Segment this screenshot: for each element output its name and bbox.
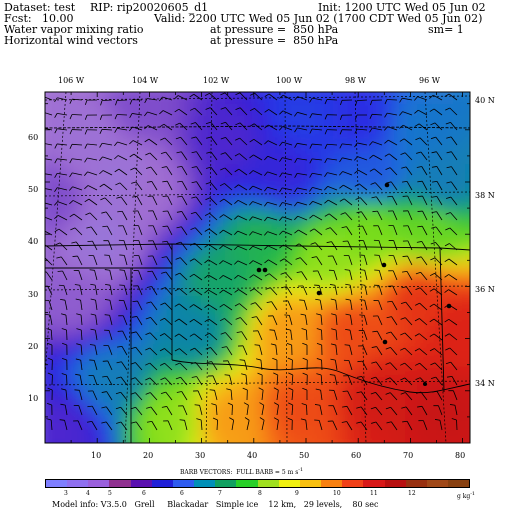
colorbar-swatch [88, 480, 110, 487]
y-tick-20: 20 [28, 342, 39, 351]
y-tick-50: 50 [28, 185, 39, 194]
lon-label-100w: 100 W [276, 76, 303, 85]
colorbar-label: 4 [86, 490, 90, 497]
moisture-field [45, 92, 470, 443]
colorbar-swatch [278, 480, 300, 487]
x-tick-30: 30 [195, 451, 206, 460]
colorbar-swatch [215, 480, 237, 487]
colorbar-swatch [321, 480, 343, 487]
y-tick-40: 40 [28, 237, 39, 246]
lat-label-40n: 40 N [475, 96, 495, 105]
x-tick-50: 50 [299, 451, 310, 460]
model-info: Model info: V3.5.0 Grell Blackadar Simpl… [52, 500, 379, 509]
colorbar-swatch [130, 480, 152, 487]
lat-label-34n: 34 N [475, 379, 495, 388]
lon-label-104w: 104 W [132, 76, 159, 85]
colorbar-swatch [236, 480, 258, 487]
lon-label-98w: 98 W [345, 76, 366, 85]
lat-label-36n: 36 N [475, 285, 495, 294]
lat-label-38n: 38 N [475, 191, 495, 200]
colorbar-swatch [109, 480, 131, 487]
colorbar-swatch [342, 480, 364, 487]
colorbar-swatch [172, 480, 195, 487]
colorbar-units: g kg-1 [457, 491, 476, 500]
colorbar-swatch [363, 480, 385, 487]
colorbar-swatch [405, 480, 427, 487]
field2-level: at pressure = 850 hPa [210, 34, 339, 47]
colorbar-label: 9 [295, 490, 299, 497]
rip-label: RIP: rip20020605_d1 [90, 1, 209, 14]
colorbar [45, 479, 470, 488]
colorbar-label: 8 [258, 490, 262, 497]
latlon-grid [45, 92, 470, 443]
map-frame [44, 91, 471, 444]
x-tick-60: 60 [351, 451, 362, 460]
y-tick-30: 30 [28, 290, 39, 299]
valid-label: Valid: 2200 UTC Wed 05 Jun 02 (1700 CDT … [154, 12, 483, 25]
colorbar-swatch [46, 480, 68, 487]
wind-barbs [45, 92, 458, 431]
field2-name: Horizontal wind vectors [4, 34, 138, 47]
y-tick-10: 10 [28, 394, 39, 403]
colorbar-label: 5 [108, 490, 112, 497]
lon-label-96w: 96 W [419, 76, 440, 85]
colorbar-label: 12 [408, 490, 416, 497]
colorbar-swatch [151, 480, 173, 487]
x-tick-80: 80 [455, 451, 466, 460]
colorbar-label: 6 [142, 490, 146, 497]
colorbar-label: 11 [370, 490, 378, 497]
x-tick-70: 70 [403, 451, 414, 460]
init-label: Init: 1200 UTC Wed 05 Jun 02 [318, 1, 486, 14]
x-tick-40: 40 [247, 451, 258, 460]
fcst-label: Fcst: 10.00 [4, 12, 74, 25]
lon-label-106w: 106 W [58, 76, 85, 85]
dataset-label: Dataset: test [4, 1, 76, 14]
field1-name: Water vapor mixing ratio [4, 23, 144, 36]
colorbar-swatch [67, 480, 89, 487]
x-tick-20: 20 [143, 451, 154, 460]
lon-label-102w: 102 W [203, 76, 230, 85]
colorbar-label: 6 [180, 490, 184, 497]
colorbar-swatch [194, 480, 216, 487]
colorbar-swatch [384, 480, 406, 487]
state-borders [45, 125, 470, 443]
colorbar-label: 10 [333, 490, 341, 497]
barb-vectors-caption: BARB VECTORS: FULL BARB = 5 m s-1 [180, 467, 304, 476]
field1-level: at pressure = 850 hPa [210, 23, 339, 36]
colorbar-label: 7 [218, 490, 222, 497]
city-dots [256, 182, 452, 386]
x-tick-10: 10 [91, 451, 102, 460]
smoothing-label: sm= 1 [428, 23, 464, 36]
colorbar-swatch [257, 480, 279, 487]
colorbar-swatch [426, 480, 448, 487]
colorbar-swatch [299, 480, 322, 487]
colorbar-label: 3 [64, 490, 68, 497]
colorbar-swatch [447, 480, 470, 487]
y-tick-60: 60 [28, 133, 39, 142]
